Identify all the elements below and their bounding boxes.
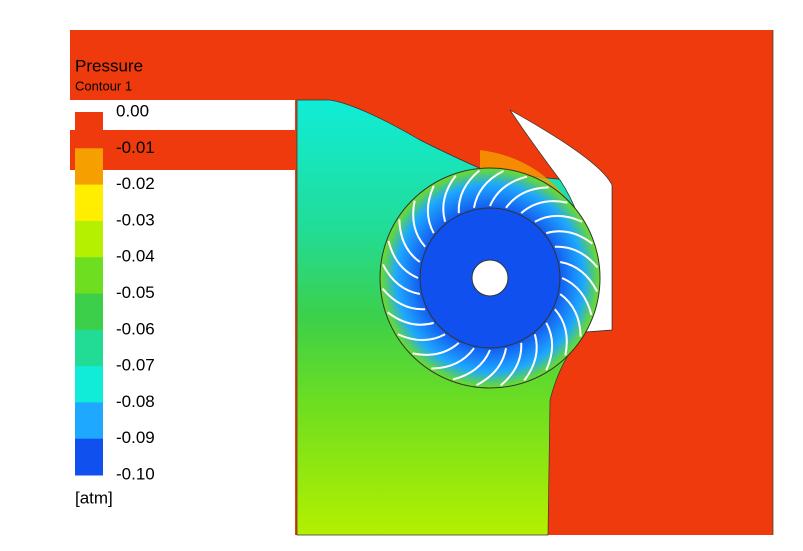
blade (431, 347, 475, 370)
blade (412, 342, 460, 356)
legend-unit: [atm] (75, 488, 113, 507)
legend-label: -0.06 (116, 319, 155, 338)
blade (554, 245, 599, 268)
legend-label: -0.08 (116, 392, 155, 411)
color-bin (75, 366, 103, 403)
blade (489, 175, 528, 207)
legend-label: -0.05 (116, 283, 155, 302)
legend-label: -0.01 (116, 138, 155, 157)
blade (520, 200, 568, 214)
blade (559, 293, 582, 337)
blade (398, 219, 421, 263)
blade (426, 185, 435, 234)
blade (500, 342, 523, 387)
blade (554, 308, 568, 356)
hub (471, 259, 509, 297)
legend-label: -0.02 (116, 174, 155, 193)
color-bar: 0.00 -0.01 -0.02 -0.03 -0.04 -0.05 -0.06 -0.07 -… (75, 101, 155, 483)
blade (476, 348, 508, 387)
legend-label: -0.03 (116, 210, 155, 229)
blade (505, 186, 549, 209)
legend-label: 0.00 (116, 101, 149, 120)
color-bin (75, 438, 103, 476)
blade (560, 260, 599, 292)
blade (545, 322, 554, 371)
legend-label: -0.07 (116, 356, 155, 375)
blade (523, 334, 538, 382)
legend-label: -0.09 (116, 428, 155, 447)
legend-title: Pressure (75, 56, 143, 75)
blade (412, 200, 426, 248)
color-bin (75, 257, 103, 294)
blade (534, 214, 583, 223)
field (70, 30, 774, 536)
inlet-strip (70, 130, 295, 170)
inlet-region (70, 30, 295, 100)
color-bin (75, 402, 103, 440)
blade (381, 264, 420, 296)
color-bin (75, 112, 103, 149)
blade (546, 230, 594, 245)
blade (442, 174, 457, 222)
blade (381, 288, 426, 311)
blade (397, 333, 446, 342)
legend-subtitle: Contour 1 (75, 78, 132, 93)
legend-backdrop (70, 100, 295, 130)
color-bin (75, 148, 103, 186)
color-bin (75, 220, 103, 258)
color-bin (75, 293, 103, 331)
blade (452, 349, 491, 381)
blade (386, 311, 434, 326)
blade (387, 240, 419, 279)
legend-label: -0.04 (116, 247, 155, 266)
color-bin (75, 329, 103, 367)
blade (472, 169, 504, 208)
blade (457, 169, 480, 214)
legend-label: -0.10 (116, 464, 155, 483)
blades (381, 169, 599, 387)
blade (561, 277, 593, 316)
color-bin (75, 184, 103, 222)
